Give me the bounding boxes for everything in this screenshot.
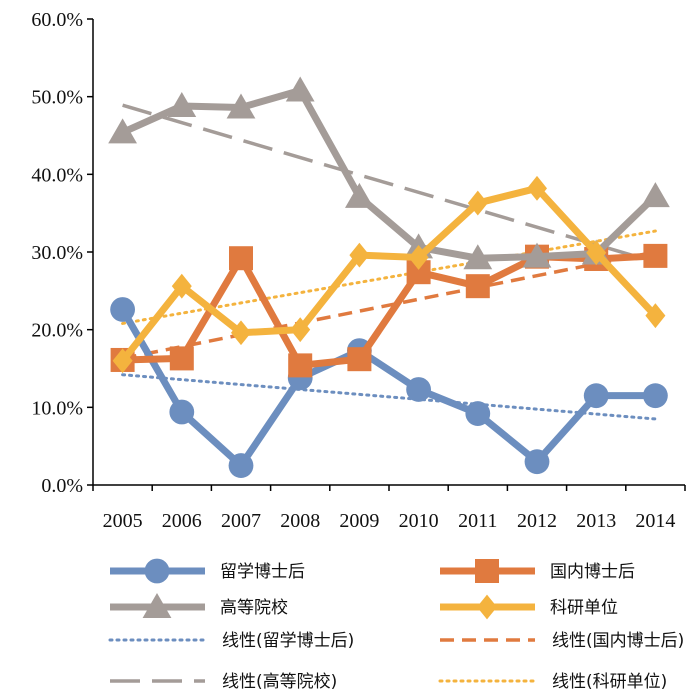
y-tick-label: 50.0% [31, 87, 83, 109]
data-point [465, 401, 491, 426]
y-tick-label: 40.0% [31, 164, 83, 186]
legend-entry-4: 线性(留学博士后) [108, 631, 354, 651]
data-point [463, 244, 493, 270]
legend-swatch-marker [477, 594, 497, 620]
data-point [645, 303, 666, 329]
x-tick-label: 2012 [517, 510, 557, 532]
data-point [586, 240, 607, 266]
data-point [290, 317, 311, 343]
series-line [119, 307, 656, 470]
data-point [522, 242, 552, 268]
data-point [112, 348, 133, 374]
x-tick-label: 2010 [399, 510, 439, 532]
trendline-0 [121, 373, 657, 421]
legend-label: 科研单位 [550, 598, 618, 618]
series-line [119, 184, 658, 363]
y-tick-label: 60.0% [31, 9, 83, 31]
legend-label: 线性(国内博士后) [552, 631, 684, 651]
data-point [345, 182, 374, 208]
legend-swatch-marker [144, 558, 170, 584]
data-point [228, 453, 254, 478]
legend-entry-0: 留学博士后 [110, 558, 305, 584]
y-tick-label: 20.0% [31, 320, 83, 342]
data-point [110, 297, 135, 322]
x-tick-label: 2008 [280, 510, 320, 532]
data-point [641, 182, 670, 208]
data-point [229, 246, 253, 271]
data-point [169, 346, 194, 371]
data-point [288, 353, 313, 378]
data-point [167, 91, 197, 117]
x-tick-label: 2011 [458, 510, 497, 532]
data-point [408, 245, 429, 270]
x-tick-label: 2007 [221, 510, 261, 532]
legend-entry-3: 科研单位 [440, 594, 618, 620]
data-point [643, 383, 668, 409]
y-tick-label: 0.0% [41, 475, 83, 497]
data-point [171, 273, 192, 299]
data-point [467, 190, 488, 216]
data-point [226, 93, 256, 119]
series-0 [110, 297, 668, 478]
data-point [527, 175, 547, 201]
trendline-1 [122, 250, 656, 361]
legend-label: 高等院校 [220, 598, 288, 618]
data-point [524, 449, 550, 475]
x-tick-label: 2009 [339, 510, 379, 532]
legend-swatch-marker [475, 559, 499, 583]
data-point [231, 320, 251, 346]
legend-entry-7: 线性(科研单位) [438, 672, 667, 692]
data-point [108, 118, 137, 144]
legend-label: 留学博士后 [220, 562, 305, 582]
data-point [406, 377, 431, 402]
series-2 [108, 76, 670, 270]
x-tick-label: 2014 [635, 510, 675, 532]
data-point [465, 274, 490, 299]
data-point [285, 76, 315, 102]
legend-label: 国内博士后 [550, 562, 635, 582]
data-point [583, 383, 609, 409]
legend-entry-2: 高等院校 [110, 593, 288, 618]
series-3 [112, 175, 666, 374]
legend-entry-5: 线性(国内博士后) [440, 631, 684, 651]
trendline-2 [122, 103, 656, 264]
x-tick-label: 2013 [576, 510, 616, 532]
data-point [349, 242, 370, 268]
legend-swatch-marker [142, 593, 172, 618]
legend-entry-6: 线性(高等院校) [110, 672, 337, 692]
legend-label: 线性(科研单位) [552, 672, 667, 692]
y-tick-label: 10.0% [31, 397, 83, 419]
axes [87, 18, 686, 491]
x-axis-tick-labels: 2005 2006 2007 2008 2009 2010 2011 2012 2013 2014 [103, 510, 676, 532]
data-point [643, 243, 668, 268]
y-axis-tick-labels: 0.0% 10.0% 20.0% 30.0% 40.0% 50.0% 60.0% [31, 9, 83, 497]
legend-label: 线性(高等院校) [222, 672, 337, 692]
series-line [121, 86, 658, 262]
x-tick-label: 2005 [103, 510, 143, 532]
x-tick-label: 2006 [162, 510, 202, 532]
y-tick-label: 30.0% [31, 242, 83, 264]
legend-label: 线性(留学博士后) [222, 631, 354, 651]
data-series [108, 76, 670, 478]
data-point [347, 347, 372, 372]
series-line [122, 252, 656, 369]
legend-entry-1: 国内博士后 [440, 559, 635, 583]
data-point [169, 399, 195, 425]
